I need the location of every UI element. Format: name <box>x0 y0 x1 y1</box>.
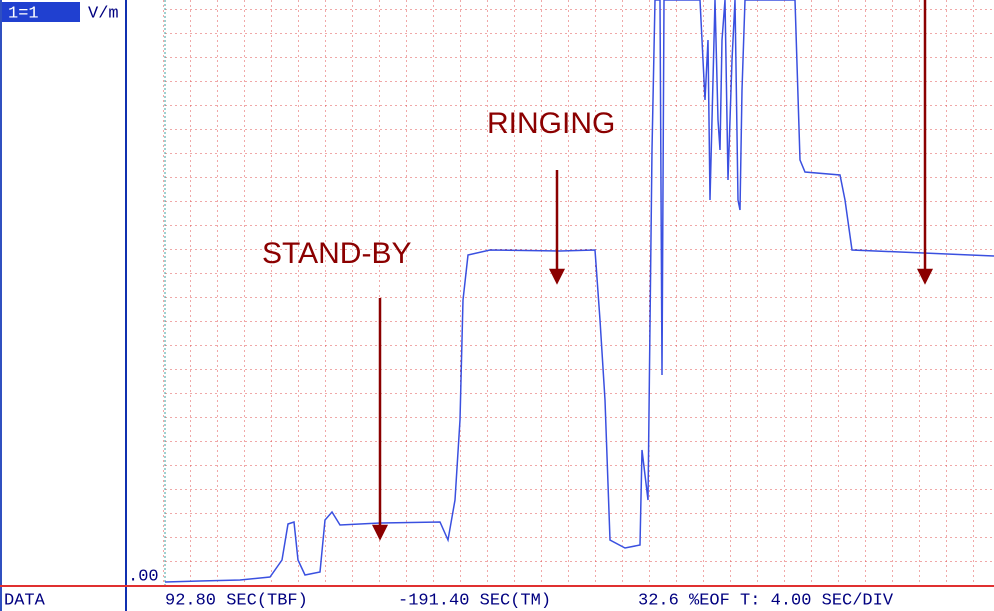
status-tm: -191.40 SEC(TM) <box>398 591 551 610</box>
unit-label: V/m <box>88 4 119 23</box>
origin-label: .00 <box>128 567 159 586</box>
channel-label: 1=1 <box>8 4 39 23</box>
arrows <box>371 0 934 541</box>
annotation: RINGING <box>487 107 615 140</box>
status-eof: 32.6 %EOF T: 4.00 SEC/DIV <box>638 591 894 610</box>
grid-horizontal <box>163 0 994 585</box>
channel-box <box>2 2 80 22</box>
waveform <box>164 0 994 583</box>
status-mode: DATA <box>4 591 46 610</box>
annotation: STAND-BY <box>262 237 411 270</box>
status-tbf: 92.80 SEC(TBF) <box>165 591 308 610</box>
